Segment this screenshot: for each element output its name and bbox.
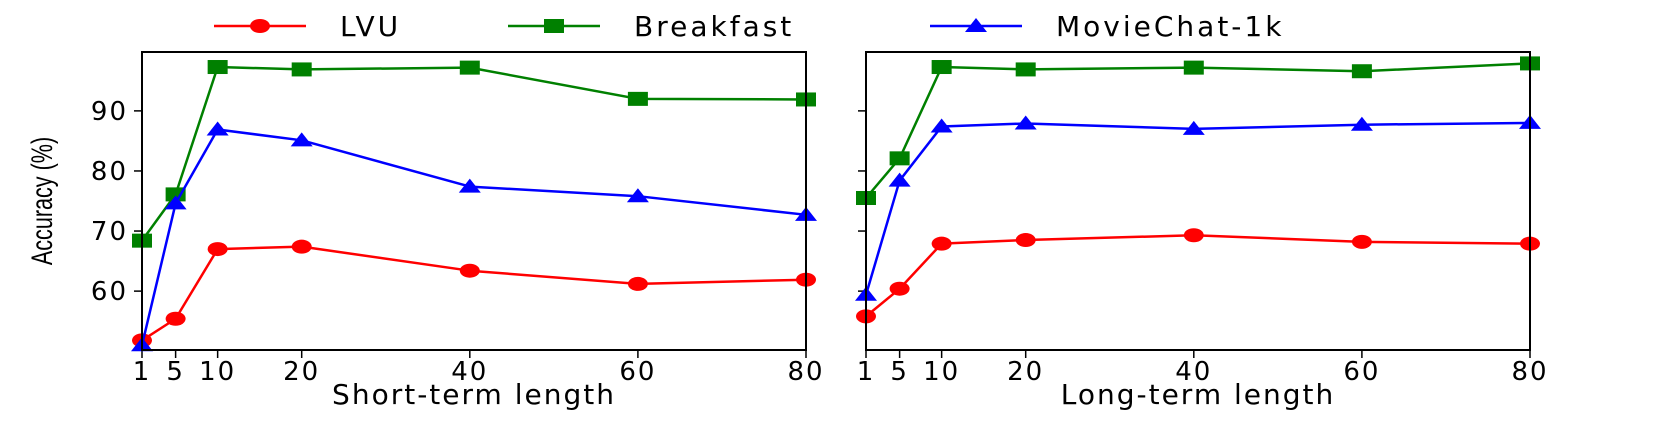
short-term-panel: 60 70 80 90 1 5 10 20 40 60 80 Short-term length xyxy=(91,51,824,411)
long-term-panel: 1 5 10 20 40 60 80 Long-term length xyxy=(855,51,1548,411)
data-point xyxy=(459,263,480,278)
plot-frame xyxy=(865,51,1531,351)
x-axis-title: Long-term length xyxy=(1061,378,1336,411)
y-axis-title: Accuracy (%) xyxy=(24,137,58,265)
legend: LVU Breakfast MovieChat-1k xyxy=(214,10,1284,43)
data-point xyxy=(1351,64,1372,79)
data-point xyxy=(1183,60,1204,75)
data-point xyxy=(1182,120,1205,135)
x-tick-label: 5 xyxy=(890,357,909,387)
x-tick-label: 40 xyxy=(451,357,488,387)
x-tick-label: 40 xyxy=(1175,357,1212,387)
legend-label: MovieChat-1k xyxy=(1056,10,1284,43)
legend-entry-moviechat-1k: MovieChat-1k xyxy=(930,10,1284,43)
data-point xyxy=(888,172,911,187)
circle-marker-icon xyxy=(250,19,270,33)
legend-entry-lvu: LVU xyxy=(214,10,401,43)
data-point xyxy=(1351,234,1372,249)
series-lvu xyxy=(132,239,816,348)
y-tick-label: 80 xyxy=(91,157,128,187)
x-tick-label: 1 xyxy=(133,357,152,387)
data-point xyxy=(1350,116,1373,131)
x-tick-label: 20 xyxy=(1007,357,1044,387)
series-line xyxy=(140,128,807,346)
x-tick-label: 60 xyxy=(1343,357,1380,387)
data-point xyxy=(206,121,229,136)
data-point xyxy=(164,195,187,210)
data-point xyxy=(291,239,312,254)
data-point xyxy=(931,236,952,251)
data-point xyxy=(889,281,910,296)
series-line xyxy=(865,233,1531,318)
triangle-marker-icon xyxy=(965,18,987,32)
x-tick-label: 80 xyxy=(1511,357,1548,387)
x-tick-label: 60 xyxy=(619,357,656,387)
series-breakfast xyxy=(856,56,1540,205)
x-axis-title: Short-term length xyxy=(332,378,616,411)
data-point xyxy=(930,118,953,133)
series-moviechat-1k xyxy=(855,114,1541,301)
data-point xyxy=(459,60,480,75)
x-tick-label: 1 xyxy=(857,357,876,387)
data-point xyxy=(627,276,648,291)
data-point xyxy=(627,91,648,106)
x-tick-label: 5 xyxy=(166,357,185,387)
data-point xyxy=(1183,228,1204,243)
series-line xyxy=(141,245,807,342)
data-point xyxy=(1015,62,1036,77)
y-tick-label: 70 xyxy=(91,217,128,247)
data-point xyxy=(207,242,228,257)
legend-label: LVU xyxy=(340,10,401,43)
data-point xyxy=(165,311,186,326)
x-tick-label: 10 xyxy=(199,357,236,387)
plot-frame xyxy=(141,51,807,351)
legend-entry-breakfast: Breakfast xyxy=(508,10,794,43)
y-tick-label: 90 xyxy=(91,97,128,127)
data-point xyxy=(291,62,312,77)
data-point xyxy=(626,188,649,203)
series-breakfast xyxy=(132,60,816,248)
data-point xyxy=(290,132,313,147)
square-marker-icon xyxy=(544,19,564,33)
data-point xyxy=(458,178,481,193)
x-tick-label: 80 xyxy=(787,357,824,387)
data-point xyxy=(889,151,910,166)
y-tick-label: 60 xyxy=(91,277,128,307)
x-tick-label: 20 xyxy=(283,357,320,387)
series-lvu xyxy=(856,228,1540,324)
legend-label: Breakfast xyxy=(634,10,794,43)
data-point xyxy=(1015,233,1036,248)
series-line xyxy=(140,65,807,242)
series-moviechat-1k xyxy=(131,121,817,352)
data-point xyxy=(931,60,952,75)
data-point xyxy=(207,60,228,75)
data-point xyxy=(1014,115,1037,130)
x-tick-label: 10 xyxy=(923,357,960,387)
data-point xyxy=(165,187,186,202)
series-line xyxy=(864,121,1531,296)
